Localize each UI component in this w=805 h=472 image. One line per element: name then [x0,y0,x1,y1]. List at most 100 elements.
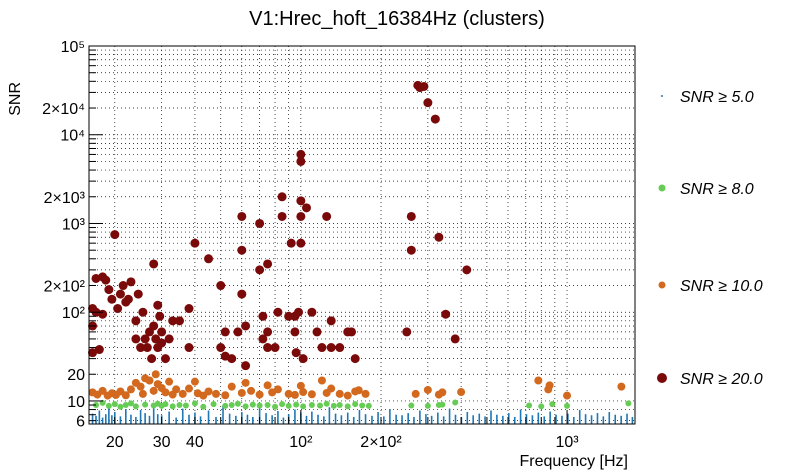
data-point [279,401,286,408]
data-point [131,334,141,344]
data-point [119,416,122,424]
legend-marker [661,95,663,97]
axis-tick-labels: 20 30 40 10² 2×10² 10³ 6 10 20 10² 2×10² 10³ 2×10³ 10… [42,39,579,451]
legend: SNR ≥ 5.0 SNR ≥ 8.0 SNR ≥ 10.0 SNR ≥ 20.0 [657,89,763,388]
x-tick-label: 40 [186,434,204,451]
y-tick-label: 10² [62,305,86,322]
data-point [115,289,125,299]
data-point [490,410,492,424]
data-point [347,327,357,337]
data-point [537,412,540,424]
data-point [538,403,545,410]
data-point [298,354,308,364]
data-point [423,98,433,108]
data-point [157,327,167,337]
data-point [157,338,167,348]
data-point [296,156,306,166]
data-point [161,388,170,397]
data-point [148,415,151,424]
data-point [149,386,158,395]
data-point [406,211,416,221]
data-point [423,385,432,394]
data-point [294,409,296,424]
chart-title: V1:Hrec_hoft_16384Hz (clusters) [249,8,545,30]
data-point [139,410,142,424]
data-point [383,416,385,424]
data-point [125,409,127,424]
y-tick-label: 10⁵ [61,39,85,56]
data-point [227,354,237,364]
data-point [272,403,279,410]
data-point [346,412,349,424]
data-point [534,376,543,385]
data-point [222,405,224,424]
data-point [263,343,273,353]
data-point [94,345,104,355]
data-point [294,307,304,317]
data-point [323,416,325,424]
data-point [204,254,214,264]
data-point [401,415,403,424]
data-point [352,416,355,424]
data-point [130,414,132,424]
data-point [354,386,363,395]
data-point [222,402,229,409]
data-point [395,414,397,424]
data-point [190,238,200,248]
data-point [237,245,247,255]
data-point [450,334,460,344]
data-point [144,413,146,424]
data-point [153,300,163,310]
x-tick-label: 20 [106,434,124,451]
data-point [263,381,272,390]
data-point [204,387,213,396]
data-point [258,311,268,321]
data-point [371,415,373,424]
y-tick-label: 2×10⁴ [42,101,85,118]
data-point [442,416,445,424]
data-point [227,382,236,391]
y-axis-label: SNR [7,82,24,116]
data-point [255,218,265,228]
data-point [234,400,241,407]
data-point [126,385,135,394]
data-point [237,211,247,221]
data-point [149,321,159,331]
data-point [184,384,193,393]
data-point [265,413,267,424]
data-point [123,294,133,304]
data-point [626,413,628,424]
plot-frame [88,45,636,425]
data-point [233,327,243,337]
data-point [263,327,273,337]
data-point [457,388,466,397]
data-point [317,343,327,353]
data-point [200,403,207,410]
data-point [228,402,235,409]
data-point [241,378,250,387]
data-point [184,343,194,353]
data-point [145,376,154,385]
data-point [156,414,159,424]
data-point [328,407,331,424]
data-point [350,354,360,364]
data-point [439,401,446,408]
data-point [235,415,237,424]
data-point [284,311,294,321]
data-point [95,415,97,424]
data-point [430,415,433,424]
data-point [549,401,556,408]
data-point [290,390,299,399]
data-point [104,414,107,424]
data-point [273,307,283,317]
data-point [402,327,412,337]
data-point [326,316,336,326]
data-point [216,281,226,291]
data-point [555,414,557,424]
data-point [308,402,315,409]
y-tick-label: 20 [67,367,85,384]
data-point [617,382,626,391]
data-point [563,391,572,400]
data-point [323,400,330,407]
